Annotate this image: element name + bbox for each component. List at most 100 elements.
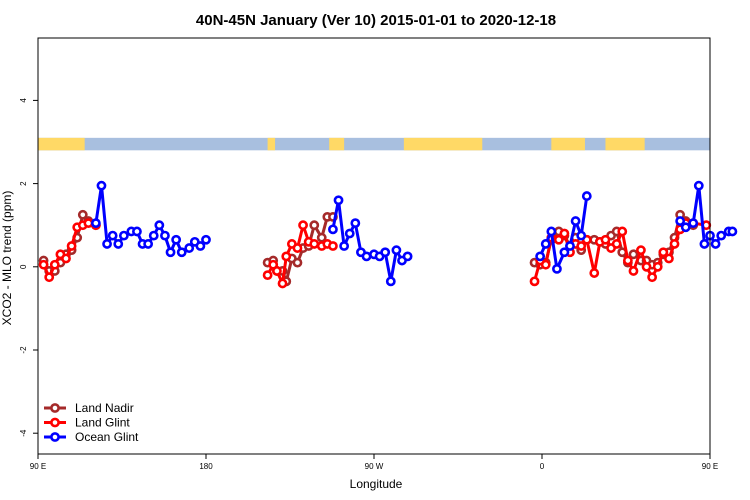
data-point <box>66 241 77 251</box>
data-point <box>176 247 187 258</box>
data-point <box>570 216 581 226</box>
data-point <box>628 266 639 276</box>
y-tick-label: -2 <box>19 346 28 354</box>
data-point <box>333 195 344 206</box>
data-point <box>61 253 71 264</box>
data-point <box>600 234 611 245</box>
data-point <box>292 257 303 268</box>
data-point <box>143 239 154 249</box>
data-point <box>576 241 587 251</box>
data-point <box>148 230 159 241</box>
data-point <box>132 226 142 237</box>
data-point <box>693 180 704 191</box>
data-point <box>553 234 564 245</box>
x-axis-label: Longitude <box>350 477 403 491</box>
data-point <box>688 218 699 229</box>
x-tick-label: 90 E <box>30 462 46 471</box>
series-ocean-glint <box>90 180 738 287</box>
legend-marker <box>50 417 60 428</box>
data-point <box>716 230 727 241</box>
data-point <box>380 247 391 258</box>
data-point <box>195 241 206 251</box>
data-point <box>277 278 288 289</box>
data-point <box>540 259 551 270</box>
data-point <box>328 224 338 235</box>
x-tick-label: 90 W <box>365 462 384 471</box>
data-series-group <box>38 180 738 289</box>
land-mask-band <box>38 137 710 151</box>
legend-label: Ocean Glint <box>75 430 139 444</box>
data-point <box>391 245 402 256</box>
data-point <box>77 209 88 220</box>
data-point <box>559 247 570 258</box>
data-point <box>49 259 60 270</box>
data-point <box>184 243 195 253</box>
y-tick-label: 0 <box>19 264 28 269</box>
x-tick-label: 180 <box>199 462 213 471</box>
data-point <box>339 241 350 251</box>
y-tick-label: -4 <box>19 429 28 437</box>
data-point <box>344 228 355 239</box>
data-point <box>680 222 691 233</box>
data-point <box>272 266 282 276</box>
data-point <box>628 249 639 260</box>
data-point <box>559 228 570 239</box>
data-point <box>154 220 165 231</box>
data-point <box>262 270 273 281</box>
data-point <box>622 255 633 266</box>
y-tick-label: 2 <box>19 181 28 186</box>
data-point <box>699 239 710 249</box>
data-point <box>201 234 211 245</box>
data-point <box>281 251 292 262</box>
legend-marker <box>50 432 60 442</box>
data-point <box>38 259 49 270</box>
data-point <box>102 239 112 249</box>
data-point <box>171 234 182 245</box>
data-point <box>96 180 107 191</box>
data-point <box>546 226 557 237</box>
data-point <box>309 239 320 249</box>
data-point <box>576 230 587 241</box>
data-point <box>658 247 669 258</box>
data-point <box>309 220 320 231</box>
data-point <box>535 251 546 262</box>
legend-marker <box>50 403 60 413</box>
data-point <box>90 218 101 229</box>
data-point <box>540 239 551 249</box>
data-point <box>107 230 118 241</box>
data-point <box>552 263 562 274</box>
x-tick-label: 0 <box>540 462 545 471</box>
data-point <box>165 247 176 258</box>
land-band-segment <box>605 137 645 151</box>
data-point <box>402 251 413 262</box>
data-point <box>652 261 663 272</box>
legend-label: Land Glint <box>75 416 130 430</box>
data-point <box>617 226 628 237</box>
ocean-band <box>38 137 710 151</box>
data-point <box>727 226 738 237</box>
data-point <box>581 191 592 201</box>
data-point <box>160 230 170 241</box>
chart-title: 40N-45N January (Ver 10) 2015-01-01 to 2… <box>196 12 556 29</box>
x-axis-ticks: 90 E 180 90 W 0 90 E <box>30 454 718 471</box>
data-point <box>589 268 600 278</box>
land-band-segment <box>329 137 345 151</box>
data-point <box>292 243 303 253</box>
legend-item: Land Nadir <box>44 401 134 415</box>
data-point <box>328 241 338 251</box>
data-point <box>298 220 308 231</box>
y-tick-label: 4 <box>19 98 28 103</box>
data-point <box>669 239 680 249</box>
data-point <box>118 230 129 241</box>
y-axis-ticks: -4 -2 0 2 4 <box>19 98 38 437</box>
legend-item: Ocean Glint <box>44 430 139 444</box>
series-line <box>331 198 409 283</box>
data-point <box>641 261 652 272</box>
data-point <box>636 245 646 256</box>
data-point <box>565 241 575 251</box>
y-axis-label: XCO2 - MLO trend (ppm) <box>0 191 14 326</box>
x-tick-label: 90 E <box>702 462 718 471</box>
legend-label: Land Nadir <box>75 401 134 415</box>
